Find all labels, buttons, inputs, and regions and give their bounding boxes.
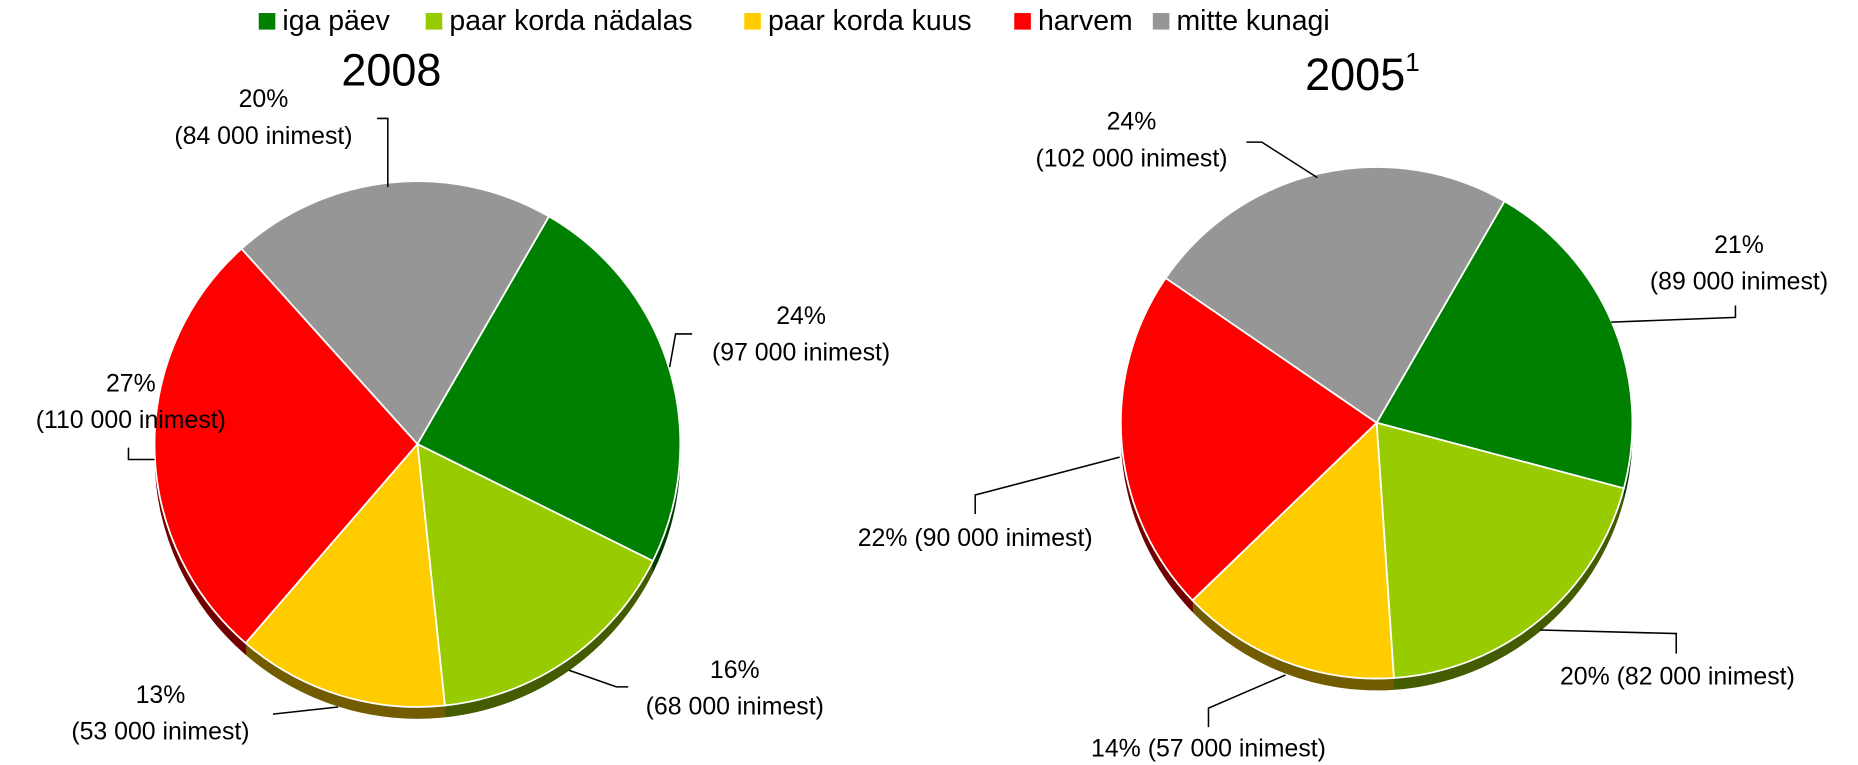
slice	[153, 247, 419, 645]
leader-line	[668, 333, 693, 368]
chart-title: 2008	[341, 44, 441, 95]
count-label: (53 000 inimest)	[71, 718, 249, 746]
legend-label: paar korda kuus	[768, 5, 972, 37]
data-label: 20% (82 000 inimest)	[1560, 662, 1795, 690]
slice	[244, 441, 446, 708]
data-label: 16%	[710, 656, 760, 684]
legend-swatch	[258, 13, 276, 30]
slice	[1191, 420, 1395, 680]
leader-line	[1246, 141, 1318, 179]
chart-title: 20051	[1305, 47, 1420, 100]
leader-line	[1611, 305, 1737, 323]
count-label: (110 000 inimest)	[36, 406, 226, 434]
leader-line	[568, 669, 629, 688]
count-label: (82 000 inimest)	[1617, 662, 1795, 690]
count-label: (68 000 inimest)	[646, 693, 824, 721]
data-label: 20%	[239, 85, 289, 113]
leader-line	[377, 117, 389, 188]
slice	[1375, 200, 1634, 490]
legend-swatch	[425, 13, 443, 30]
slice	[1164, 166, 1506, 425]
count-label: (102 000 inimest)	[1035, 144, 1227, 172]
data-label: 27%	[106, 369, 156, 397]
leader-line	[1540, 629, 1678, 654]
legend-swatch	[1014, 13, 1031, 30]
legend-label: mitte kunagi	[1177, 5, 1330, 37]
legend-label: paar korda nädalas	[449, 5, 692, 37]
data-label: 13%	[136, 681, 186, 709]
data-label: 14% (57 000 inimest)	[1091, 734, 1326, 762]
value-label: 22%	[858, 523, 908, 551]
slice	[1375, 421, 1625, 679]
leader-line	[127, 447, 155, 461]
count-label: (90 000 inimest)	[914, 523, 1092, 551]
leader-line	[1207, 674, 1286, 728]
title-text: 2005	[1305, 49, 1405, 100]
legend-swatch	[1152, 13, 1170, 30]
legend-swatch	[744, 13, 761, 30]
count-label: (89 000 inimest)	[1650, 268, 1828, 296]
slice	[1119, 276, 1379, 602]
data-label: 24%	[1107, 108, 1157, 136]
count-label: (84 000 inimest)	[174, 122, 352, 150]
leader-line	[974, 456, 1120, 514]
data-label: 22% (90 000 inimest)	[858, 523, 1093, 551]
slice	[240, 180, 551, 446]
leader-line	[272, 706, 339, 715]
legend-label: iga päev	[282, 5, 390, 37]
data-label: 24%	[776, 302, 826, 330]
data-label: 21%	[1714, 231, 1764, 259]
value-label: 14%	[1091, 734, 1141, 762]
count-label: (97 000 inimest)	[712, 339, 890, 367]
legend-label: harvem	[1038, 5, 1133, 37]
title-superscript: 1	[1405, 47, 1419, 77]
value-label: 20%	[1560, 662, 1610, 690]
slice	[416, 215, 682, 563]
count-label: (57 000 inimest)	[1148, 734, 1326, 762]
slice	[416, 442, 655, 707]
